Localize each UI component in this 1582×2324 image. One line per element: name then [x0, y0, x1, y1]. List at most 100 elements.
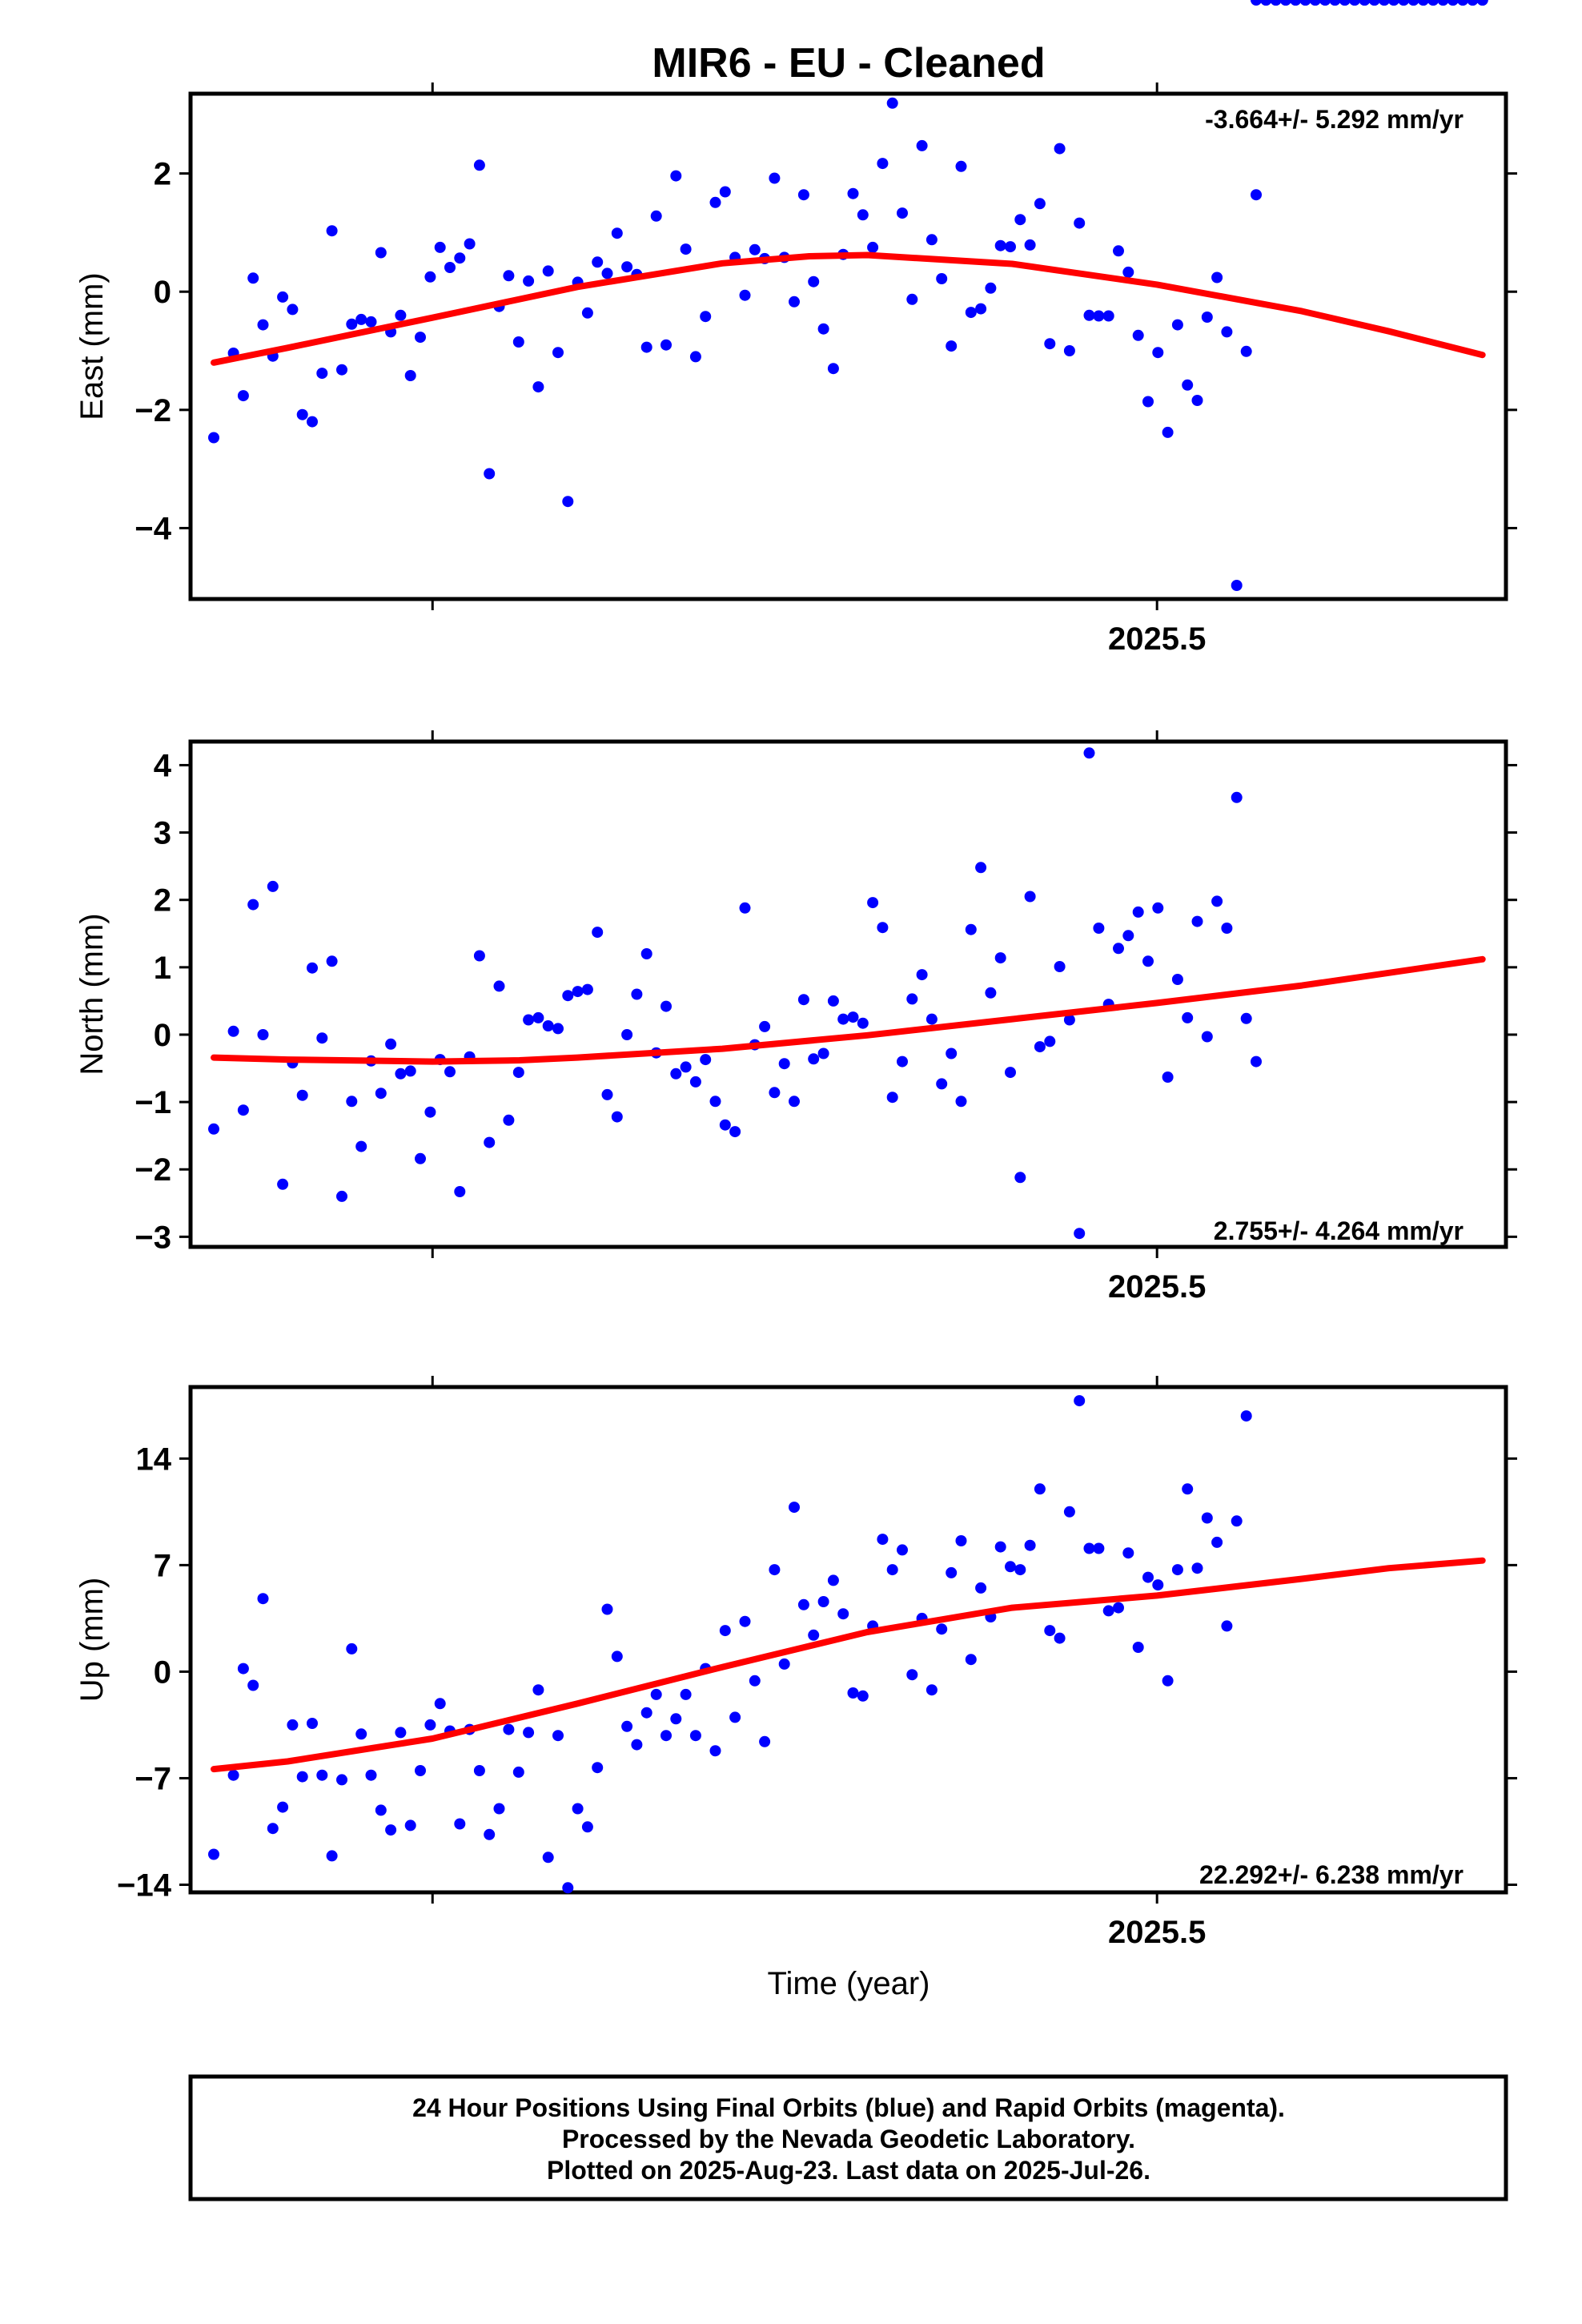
north-data-point [611, 1111, 623, 1123]
east-data-point [581, 307, 593, 319]
north-data-point [700, 1054, 712, 1066]
up-data-point [355, 1728, 367, 1740]
east-data-point [444, 262, 456, 273]
north-data-point [444, 1066, 456, 1078]
north-data-point [346, 1096, 358, 1108]
up-data-point [827, 1574, 839, 1586]
up-data-point [1231, 1515, 1243, 1527]
up-data-point [1260, 0, 1272, 6]
up-data-point [1063, 1506, 1075, 1518]
east-data-point [1044, 338, 1056, 350]
north-data-point [1132, 906, 1144, 918]
up-data-point [365, 1769, 377, 1781]
east-data-point [484, 468, 496, 480]
east-data-point [847, 187, 859, 199]
up-data-point [1014, 1564, 1026, 1576]
east-data-point [955, 160, 967, 172]
up-data-point [277, 1801, 289, 1813]
north-data-point [1005, 1067, 1016, 1079]
east-data-point [326, 225, 338, 237]
up-data-point [237, 1663, 249, 1675]
north-data-point [503, 1114, 515, 1126]
up-data-point [1024, 1539, 1036, 1551]
east-data-point [1251, 189, 1262, 201]
east-data-point [532, 381, 544, 393]
north-data-point [867, 897, 879, 909]
footer-line-1: 24 Hour Positions Using Final Orbits (bl… [412, 2093, 1285, 2122]
north-data-point [1122, 930, 1134, 942]
north-data-point [827, 995, 839, 1007]
east-data-point [1054, 143, 1066, 155]
up-data-point [936, 1623, 948, 1635]
up-data-point [1290, 0, 1302, 6]
north-data-point [1182, 1011, 1194, 1023]
north-y-tick-label: 0 [154, 1018, 171, 1053]
north-data-point [237, 1104, 249, 1116]
up-data-point [395, 1727, 407, 1739]
east-data-point [1063, 345, 1075, 356]
east-data-point [1113, 245, 1124, 257]
north-data-point [670, 1068, 682, 1080]
east-data-point [1171, 319, 1183, 331]
east-data-point [1014, 214, 1026, 226]
up-data-point [1476, 0, 1488, 6]
east-data-point [415, 332, 426, 344]
east-data-point [926, 234, 938, 246]
up-data-point [661, 1730, 672, 1742]
north-data-point [877, 922, 889, 934]
up-data-point [1398, 0, 1410, 6]
east-y-tick-label: −4 [135, 511, 171, 546]
east-data-point [886, 97, 898, 109]
north-data-point [424, 1106, 436, 1118]
up-data-point [1417, 0, 1429, 6]
up-data-point [1447, 0, 1459, 6]
up-data-point [897, 1544, 908, 1556]
east-data-point [1034, 198, 1046, 210]
east-data-point [592, 256, 604, 268]
east-data-point [307, 416, 318, 428]
east-data-point [1201, 312, 1213, 323]
north-data-point [375, 1088, 387, 1100]
up-data-point [1467, 0, 1479, 6]
east-data-point [1162, 426, 1174, 438]
east-data-point [296, 408, 308, 420]
east-data-point [1132, 329, 1144, 341]
up-data-point [1299, 0, 1311, 6]
east-data-point [1074, 217, 1086, 229]
north-data-point [247, 899, 259, 911]
north-data-point [936, 1078, 948, 1090]
up-data-point [552, 1730, 564, 1742]
north-panel: 2025.5 −3 −2 −1 0 1 2 3 4 North (mm) 2.755+/- 4.26… [74, 0, 1517, 1305]
up-data-point [1054, 1632, 1066, 1644]
north-data-point [1074, 1228, 1086, 1240]
north-data-point [965, 923, 977, 935]
up-data-point [955, 1535, 967, 1546]
north-y-tick-label: 2 [154, 883, 171, 919]
north-data-point [336, 1190, 347, 1202]
up-data-point [640, 1707, 652, 1719]
north-data-point [542, 1020, 554, 1031]
up-data-point [1379, 0, 1390, 6]
east-data-point [797, 189, 809, 201]
east-data-point [827, 363, 839, 375]
up-data-point [1329, 0, 1341, 6]
east-data-point [1024, 239, 1036, 251]
up-data-point [336, 1774, 347, 1786]
north-data-point [680, 1061, 692, 1073]
up-data-point [975, 1582, 987, 1594]
north-data-point [493, 980, 505, 992]
east-y-axis-label: East (mm) [74, 272, 110, 420]
north-y-tick-label: −3 [135, 1220, 171, 1255]
north-data-point [1024, 891, 1036, 903]
up-data-point [1034, 1483, 1046, 1495]
east-data-point [680, 243, 692, 255]
up-data-point [316, 1769, 328, 1781]
up-data-point [1240, 1410, 1252, 1422]
north-data-point [592, 927, 604, 939]
up-data-point [1359, 0, 1371, 6]
up-trend-line [211, 1557, 1486, 1773]
up-data-point [307, 1718, 318, 1729]
up-data-point [326, 1850, 338, 1862]
up-data-point [1279, 0, 1291, 6]
